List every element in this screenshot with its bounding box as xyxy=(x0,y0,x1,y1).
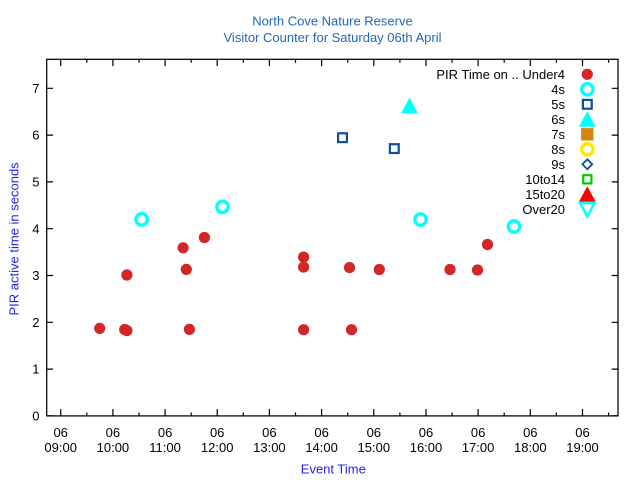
svg-text:06: 06 xyxy=(575,425,589,440)
svg-text:3: 3 xyxy=(32,268,39,283)
svg-text:4: 4 xyxy=(32,221,39,236)
svg-text:Over20: Over20 xyxy=(522,202,565,217)
svg-text:06: 06 xyxy=(419,425,433,440)
svg-text:9s: 9s xyxy=(551,157,565,172)
svg-text:Event Time: Event Time xyxy=(301,462,366,477)
svg-text:06: 06 xyxy=(106,425,120,440)
svg-text:06: 06 xyxy=(53,425,67,440)
svg-text:06: 06 xyxy=(158,425,172,440)
svg-text:06: 06 xyxy=(471,425,485,440)
svg-text:17:00: 17:00 xyxy=(462,440,495,455)
svg-text:06: 06 xyxy=(367,425,381,440)
svg-text:16:00: 16:00 xyxy=(410,440,443,455)
svg-text:1: 1 xyxy=(32,362,39,377)
svg-text:7s: 7s xyxy=(551,127,565,142)
svg-text:4s: 4s xyxy=(551,82,565,97)
svg-text:14:00: 14:00 xyxy=(305,440,338,455)
svg-text:10:00: 10:00 xyxy=(97,440,130,455)
svg-text:5: 5 xyxy=(32,175,39,190)
svg-text:8s: 8s xyxy=(551,142,565,157)
svg-text:7: 7 xyxy=(32,81,39,96)
svg-text:North Cove Nature Reserve: North Cove Nature Reserve xyxy=(252,14,412,29)
svg-text:11:00: 11:00 xyxy=(149,440,181,455)
svg-text:2: 2 xyxy=(32,315,39,330)
svg-text:15:00: 15:00 xyxy=(358,440,391,455)
svg-text:06: 06 xyxy=(523,425,537,440)
svg-text:19:00: 19:00 xyxy=(566,440,599,455)
svg-text:18:00: 18:00 xyxy=(514,440,547,455)
svg-text:06: 06 xyxy=(210,425,224,440)
svg-text:09:00: 09:00 xyxy=(44,440,77,455)
svg-text:12:00: 12:00 xyxy=(201,440,234,455)
svg-text:5s: 5s xyxy=(551,97,565,112)
svg-text:06: 06 xyxy=(262,425,276,440)
svg-text:15to20: 15to20 xyxy=(525,187,565,202)
svg-text:Visitor Counter for Saturday 0: Visitor Counter for Saturday 06th April xyxy=(224,30,442,45)
svg-text:06: 06 xyxy=(314,425,328,440)
svg-text:0: 0 xyxy=(32,409,39,424)
svg-text:13:00: 13:00 xyxy=(253,440,286,455)
svg-text:PIR active time in seconds: PIR active time in seconds xyxy=(6,162,21,316)
svg-text:10to14: 10to14 xyxy=(525,172,565,187)
svg-text:6: 6 xyxy=(32,128,39,143)
svg-text:PIR Time on .. Under4: PIR Time on .. Under4 xyxy=(436,67,565,82)
svg-text:6s: 6s xyxy=(551,112,565,127)
